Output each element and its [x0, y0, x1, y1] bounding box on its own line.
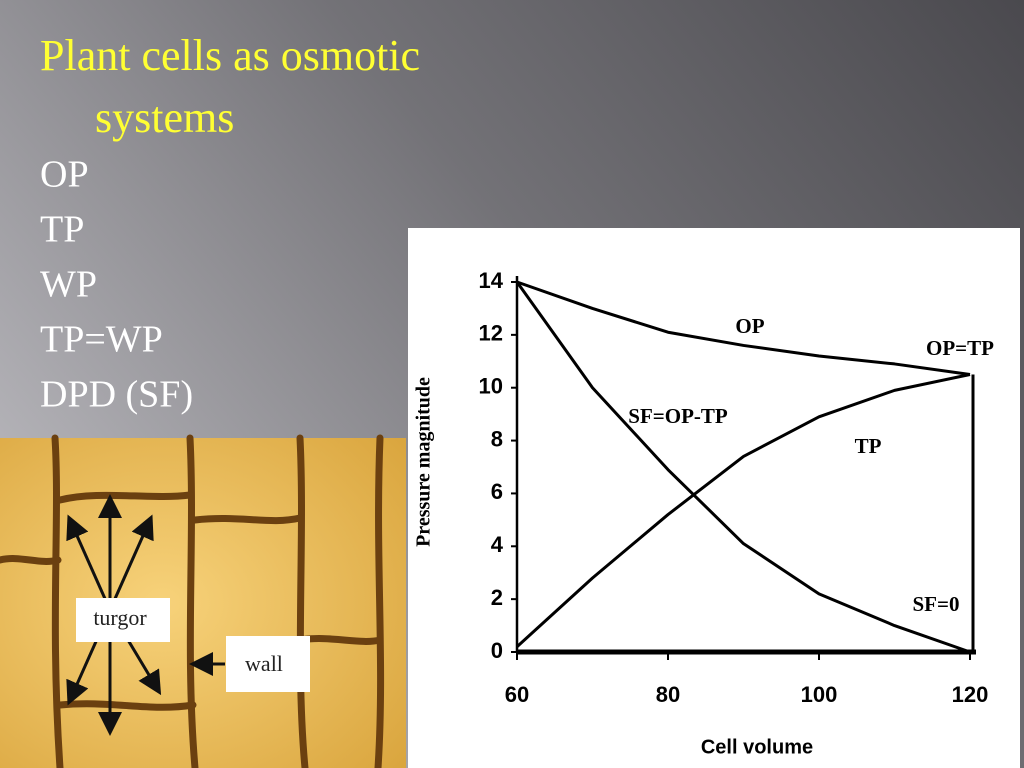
- slide-title: Plant cells as osmotic systems: [40, 31, 420, 142]
- x-axis-label: Cell volume: [701, 736, 813, 758]
- bullet: TP: [40, 209, 84, 251]
- y-tick-label: 0: [491, 638, 503, 663]
- y-axis-label: Pressure magnitude: [413, 377, 435, 547]
- photo-label: wall: [245, 651, 283, 676]
- y-tick-label: 6: [491, 479, 503, 504]
- cell-photo: turgor wall: [0, 434, 406, 768]
- line-series: [515, 373, 971, 648]
- series-label: OP: [735, 314, 764, 338]
- y-tick-label: 14: [479, 268, 504, 293]
- y-tick-label: 8: [491, 426, 503, 451]
- photo-label: turgor: [93, 605, 147, 630]
- line-series: [516, 280, 971, 376]
- chart-panel: [408, 228, 1020, 768]
- x-tick-label: 100: [801, 682, 838, 707]
- series-label: SF=OP-TP: [628, 404, 728, 428]
- y-tick-label: 12: [479, 321, 503, 346]
- bullet: DPD (SF): [40, 374, 193, 416]
- y-tick-label: 10: [479, 374, 503, 399]
- bullet: TP=WP: [40, 319, 163, 361]
- x-tick-label: 60: [505, 682, 529, 707]
- annotation: OP=TP: [926, 336, 994, 360]
- annotation: SF=0: [913, 592, 960, 616]
- x-tick-label: 80: [656, 682, 680, 707]
- bullet: OP: [40, 154, 89, 196]
- series-label: TP: [855, 434, 882, 458]
- bullet: WP: [40, 264, 97, 306]
- line-series: [515, 281, 971, 654]
- x-tick-label: 120: [952, 682, 989, 707]
- y-tick-label: 2: [491, 585, 503, 610]
- y-tick-label: 4: [491, 532, 504, 557]
